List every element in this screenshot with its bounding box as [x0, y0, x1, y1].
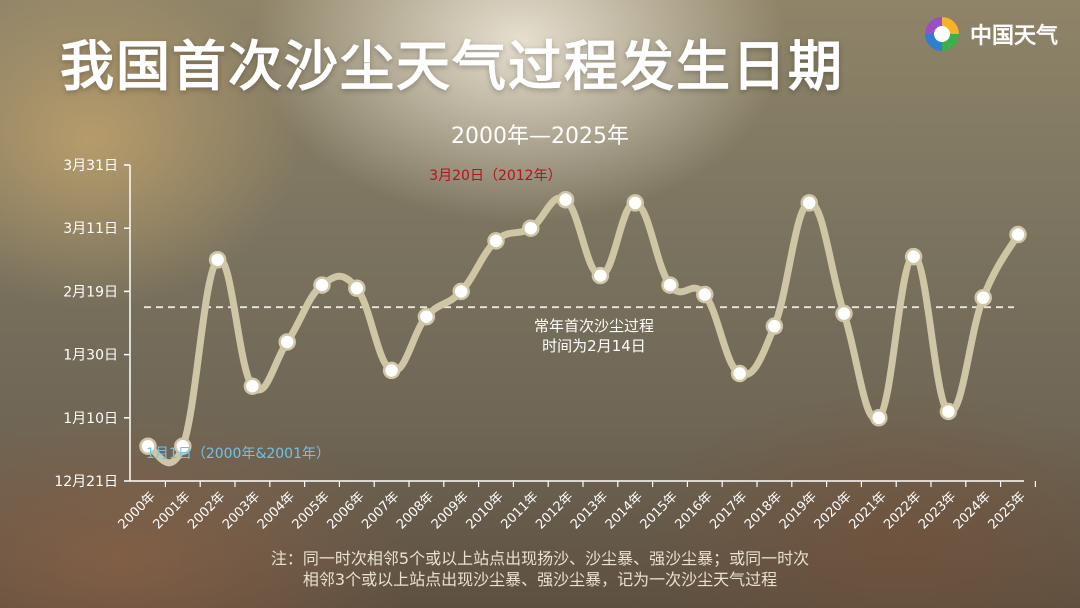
reference-label-line-1: 常年首次沙尘过程: [534, 317, 654, 335]
x-tick-label: 2001年: [150, 489, 193, 532]
data-point-2008年: [417, 307, 436, 326]
data-point-2020年: [835, 304, 853, 323]
x-tick-label: 2004年: [255, 489, 298, 532]
x-tick-label: 2005年: [290, 489, 333, 532]
x-tick-label: 2000年: [116, 489, 159, 532]
y-tick-label: 12月21日: [54, 474, 118, 490]
data-point-2013年: [591, 266, 610, 285]
footnote-line-2: 相邻3个或以上站点出现沙尘暴、强沙尘暴，记为一次沙尘天气过程: [302, 570, 778, 589]
x-tick-label: 2003年: [220, 489, 263, 532]
annotation-min-date: 1月1日（2000年&2001年）: [146, 446, 330, 462]
data-point-2019年: [800, 194, 818, 212]
y-tick-label: 3月31日: [63, 158, 118, 174]
x-tick-label: 2010年: [464, 489, 507, 532]
page-title: 我国首次沙尘天气过程发生日期: [60, 35, 844, 98]
data-point-2021年: [870, 409, 888, 427]
x-tick-label: 2009年: [429, 489, 472, 532]
x-tick-label: 2016年: [672, 489, 715, 532]
x-tick-label: 2025年: [986, 489, 1029, 532]
x-tick-label: 2024年: [951, 489, 994, 532]
reference-label-line-2: 时间为2月14日: [542, 337, 646, 355]
y-tick-label: 2月19日: [63, 284, 118, 300]
data-point-2007年: [382, 361, 401, 380]
x-tick-label: 2022年: [881, 489, 924, 532]
data-point-2017年: [730, 364, 749, 383]
data-point-2022年: [904, 247, 923, 266]
data-point-2023年: [939, 402, 958, 421]
annotation-max-date: 3月20日（2012年）: [429, 168, 561, 184]
data-point-2002年: [208, 251, 227, 269]
x-tick-label: 2018年: [742, 489, 785, 532]
data-point-2018年: [765, 317, 784, 335]
footnote: 注：同一时次相邻5个或以上站点出现扬沙、沙尘暴、强沙尘暴；或同一时次 相邻3个或…: [0, 548, 1080, 590]
x-tick-label: 2023年: [916, 489, 959, 532]
weather-logo-icon: [924, 17, 959, 51]
data-point-2011年: [522, 219, 540, 237]
x-tick-label: 2011年: [498, 489, 541, 532]
x-tick-label: 2017年: [707, 489, 750, 532]
brand-logo: 中国天气: [922, 14, 1058, 54]
data-point-2001年: [174, 437, 192, 455]
data-point-2010年: [487, 232, 505, 250]
data-point-2016年: [696, 285, 714, 304]
data-point-2009年: [452, 282, 470, 301]
x-tick-label: 2014年: [603, 489, 646, 532]
data-point-2003年: [243, 377, 262, 395]
data-point-2005年: [313, 276, 331, 294]
y-tick-label: 1月30日: [63, 348, 118, 364]
y-tick-label: 3月11日: [63, 221, 118, 237]
data-point-2024年: [974, 288, 992, 307]
data-point-2004年: [278, 333, 296, 351]
series-line: [144, 194, 1022, 467]
data-point-2000年: [139, 437, 157, 455]
data-point-2012年: [556, 191, 575, 209]
chart-subtitle: 2000年—2025年: [451, 124, 629, 149]
data-point-2006年: [348, 279, 366, 297]
x-tick-label: 2007年: [359, 489, 402, 532]
data-point-2025年: [1009, 225, 1027, 244]
x-tick-label: 2002年: [185, 489, 228, 532]
x-tick-label: 2013年: [568, 489, 611, 532]
x-tick-label: 2020年: [812, 489, 855, 532]
brand-name: 中国天气: [969, 24, 1058, 49]
data-point-2015年: [661, 276, 679, 294]
x-tick-label: 2019年: [777, 489, 820, 532]
footnote-line-1: 注：同一时次相邻5个或以上站点出现扬沙、沙尘暴、强沙尘暴；或同一时次: [270, 549, 810, 568]
x-tick-label: 2015年: [638, 489, 681, 532]
x-tick-label: 2021年: [846, 489, 889, 532]
x-tick-label: 2008年: [394, 489, 437, 532]
x-tick-label: 2012年: [533, 489, 576, 532]
x-tick-label: 2006年: [324, 489, 367, 532]
y-tick-label: 1月10日: [63, 411, 118, 427]
data-point-2014年: [626, 194, 644, 212]
